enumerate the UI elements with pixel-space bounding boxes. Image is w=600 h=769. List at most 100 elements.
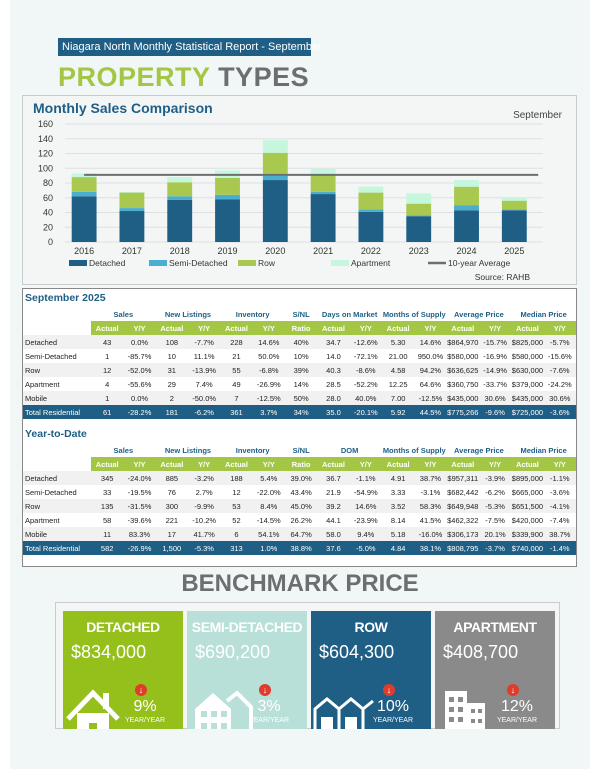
table-row: Semi-Detached 33 -19.5% 76 2.7% 12 -22.0% 43.4%…	[23, 485, 576, 499]
bar-semi-detached	[358, 209, 384, 212]
cell: $649,948	[447, 501, 479, 511]
cell: 58	[102, 515, 112, 525]
y-tick-label: 20	[43, 222, 53, 232]
table-row: Row 12 -52.0% 31 -13.9% 55 -6.8% 39% 40.3 -8.6% 4.…	[23, 363, 576, 377]
cell: 0.0%	[130, 337, 149, 347]
cell: 36.7	[326, 473, 341, 483]
cell: 41.5%	[419, 515, 442, 525]
cell: 61	[91, 405, 124, 419]
cell: -23.9%	[353, 515, 378, 525]
subheader: Actual	[446, 321, 479, 335]
benchmark-cards: DETACHED $834,000 ↓ 9% YEAR/YEAR SEMI-DET…	[55, 602, 560, 729]
bar-row	[406, 203, 432, 216]
cell: 5.18	[390, 529, 406, 539]
y-tick-label: 160	[38, 119, 53, 129]
bar-apartment	[501, 197, 527, 201]
cell: 6	[234, 529, 239, 539]
cell: -1.1%	[355, 473, 376, 483]
cell: 4.58	[390, 365, 406, 375]
cell: 76	[167, 487, 176, 497]
house-icon	[66, 689, 120, 729]
bar-detached	[501, 210, 527, 242]
cell: 188	[230, 473, 243, 483]
cell: 37.6	[317, 541, 350, 555]
x-tick-label: 2023	[409, 246, 429, 256]
legend-label: Row	[258, 258, 276, 268]
cell: -19.5%	[127, 487, 152, 497]
cell: 11	[103, 529, 112, 539]
cell: 5.92	[381, 405, 415, 419]
bar-detached	[215, 199, 240, 242]
subheader: Actual	[446, 457, 479, 471]
cell: -15.6%	[547, 351, 572, 361]
cell: 30.6%	[484, 393, 506, 403]
cell: $725,000	[511, 405, 544, 419]
down-arrow-icon: ↓	[135, 684, 147, 696]
bar-row	[501, 200, 527, 210]
group-header: Average Price	[454, 445, 504, 455]
cell: 43	[102, 337, 112, 347]
cell: 44.1	[326, 515, 341, 525]
subheader: Actual	[220, 457, 253, 471]
subheader: Y/Y	[187, 321, 221, 335]
cell: -24.0%	[127, 473, 152, 483]
bar-detached	[406, 216, 432, 242]
cell: $775,266	[446, 405, 479, 419]
card-change: 3%	[257, 698, 281, 715]
down-arrow-icon: ↓	[259, 684, 271, 696]
cell: 44.5%	[414, 405, 447, 419]
legend-swatch	[238, 260, 256, 266]
cell: 3.7%	[252, 405, 285, 419]
bar-row	[71, 177, 97, 192]
legend-swatch	[69, 260, 87, 266]
bar-semi-detached	[406, 215, 432, 217]
cell: -7.6%	[550, 365, 570, 375]
cell: 1	[105, 393, 110, 403]
benchmark-title: BENCHMARK PRICE	[181, 570, 419, 597]
card-period: YEAR/YEAR	[372, 717, 414, 724]
card-period: YEAR/YEAR	[124, 717, 166, 724]
table-row: Apartment 58 -39.6% 221 -10.2% 52 -14.5% 26.2% 4…	[23, 513, 576, 527]
cell: 10%	[293, 351, 309, 361]
bar-row	[262, 152, 288, 176]
cell: 11.1%	[193, 351, 215, 361]
bar-apartment	[262, 140, 288, 153]
x-tick-label: 2019	[218, 246, 238, 256]
cell: -54.9%	[353, 487, 378, 497]
x-tick-label: 2022	[361, 246, 381, 256]
cell: 7.4%	[195, 379, 213, 389]
cell: -10.2%	[192, 515, 217, 525]
row-label: Total Residential	[23, 405, 91, 419]
row-label: Mobile	[25, 529, 48, 539]
cell: 83.3%	[128, 529, 151, 539]
subheader: Actual	[317, 457, 350, 471]
row-label: Row	[25, 365, 41, 375]
bar-apartment	[167, 177, 193, 183]
row-label: Total Residential	[23, 541, 91, 555]
bar-detached	[358, 211, 384, 242]
subheader: Y/Y	[349, 321, 382, 335]
cell: 50%	[293, 393, 309, 403]
cell: 41.7%	[193, 529, 215, 539]
subheader: Y/Y	[414, 321, 447, 335]
cell: 345	[100, 473, 114, 483]
row-houses-icon	[313, 697, 374, 729]
down-arrow-icon: ↓	[507, 684, 519, 696]
legend-swatch	[149, 260, 167, 266]
bar-row	[310, 174, 336, 192]
subheader-row: Actual Y/Y Actual Y/Y Actual Y/Y Ratio Actual Y/…	[23, 321, 576, 335]
x-tick-label: 2025	[504, 246, 524, 256]
bar-detached	[71, 196, 97, 242]
subheader: Y/Y	[543, 321, 576, 335]
cell: 2	[169, 393, 174, 403]
subheader: Y/Y	[349, 457, 382, 471]
cell: 29	[167, 379, 176, 389]
cell: 4	[105, 379, 110, 389]
cell: 20.1%	[484, 529, 506, 539]
cell: 361	[220, 405, 253, 419]
table-row: Total Residential 582 -26.9% 1,500 -5.3% 313 1…	[23, 541, 576, 555]
card-type: APARTMENT	[453, 619, 537, 635]
bar-detached	[119, 211, 145, 242]
group-header: New Listings	[164, 309, 212, 319]
cell: -52.2%	[353, 379, 378, 389]
